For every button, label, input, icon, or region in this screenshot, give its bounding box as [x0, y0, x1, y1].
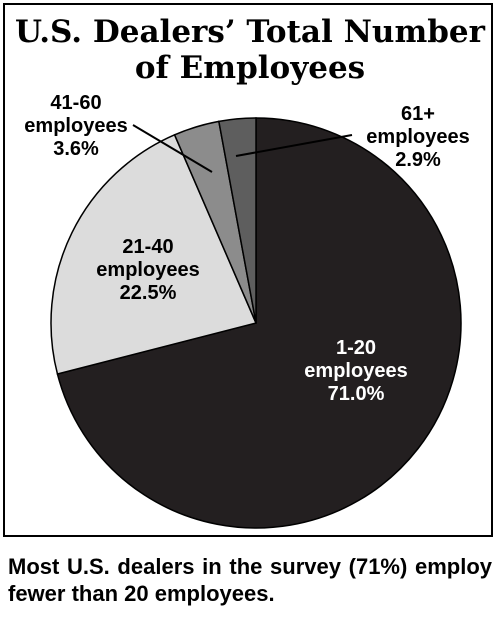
- pie-slice-61-plus-employees: [217, 117, 257, 324]
- leader-line-41-60: [132, 124, 213, 173]
- slice-label-21-40-employees: 21-40 employees 22.5%: [88, 236, 208, 305]
- slice-label-1-20-pct: 71.0%: [327, 383, 385, 405]
- slice-label-1-20-line-2: employees: [304, 360, 408, 382]
- pie-chart: [50, 117, 462, 529]
- leader-line-61-plus: [235, 134, 353, 157]
- slice-label-1-20-line-1: 1-20: [335, 337, 377, 359]
- slice-label-41-60-line-2: employees: [24, 115, 128, 137]
- chart-title-line-2: of Employees: [134, 50, 366, 86]
- slice-label-61-plus-pct: 2.9%: [395, 149, 441, 171]
- slice-label-21-40-pct: 22.5%: [119, 282, 177, 304]
- pie-slice-21-40-employees: [50, 133, 258, 375]
- slice-label-61-plus-employees: 61+ employees 2.9%: [358, 103, 478, 172]
- chart-title: U.S. Dealers’ Total Number of Employees: [0, 14, 500, 86]
- slice-label-41-60-employees: 41-60 employees 3.6%: [16, 92, 136, 161]
- slice-label-21-40-line-2: employees: [96, 259, 200, 281]
- slice-label-41-60-line-1: 41-60: [50, 92, 102, 114]
- chart-caption: Most U.S. dealers in the survey (71%) em…: [8, 554, 492, 606]
- slice-label-41-60-pct: 3.6%: [53, 138, 99, 160]
- pie-slice-1-20-employees: [56, 117, 462, 529]
- chart-title-line-1: U.S. Dealers’ Total Number: [15, 14, 485, 50]
- slice-label-1-20-employees: 1-20 employees 71.0%: [296, 337, 416, 406]
- slice-label-61-plus-line-1: 61+: [401, 103, 435, 125]
- slice-label-21-40-line-1: 21-40: [122, 236, 174, 258]
- slice-label-61-plus-line-2: employees: [366, 126, 470, 148]
